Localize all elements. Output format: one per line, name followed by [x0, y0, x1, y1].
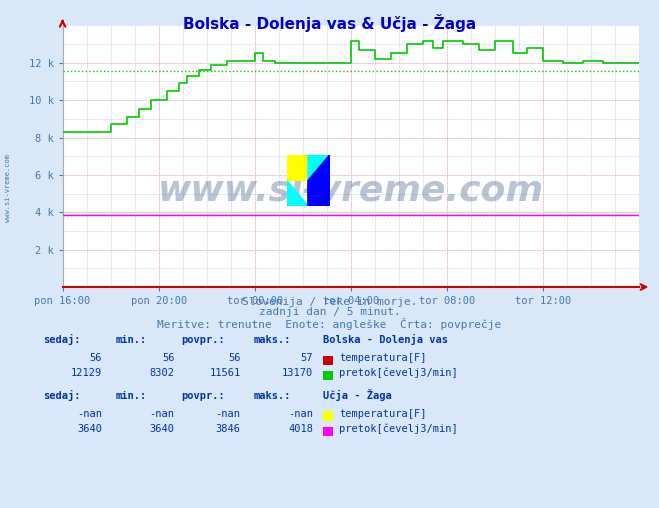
Text: www.si-vreme.com: www.si-vreme.com: [5, 154, 11, 222]
Text: 3846: 3846: [215, 424, 241, 434]
Text: 12129: 12129: [71, 368, 102, 378]
Text: 3640: 3640: [150, 424, 175, 434]
Text: Bolska - Dolenja vas: Bolska - Dolenja vas: [323, 334, 448, 345]
Text: -nan: -nan: [150, 408, 175, 419]
Text: Bolska - Dolenja vas & Učja - Žaga: Bolska - Dolenja vas & Učja - Žaga: [183, 14, 476, 32]
Text: sedaj:: sedaj:: [43, 334, 80, 345]
Text: 56: 56: [90, 353, 102, 363]
Text: -nan: -nan: [77, 408, 102, 419]
Text: 8302: 8302: [150, 368, 175, 378]
Text: Meritve: trenutne  Enote: angleške  Črta: povprečje: Meritve: trenutne Enote: angleške Črta: …: [158, 318, 501, 330]
Text: povpr.:: povpr.:: [181, 391, 225, 401]
Text: temperatura[F]: temperatura[F]: [339, 408, 427, 419]
Text: min.:: min.:: [115, 335, 146, 345]
Text: sedaj:: sedaj:: [43, 390, 80, 401]
Text: -nan: -nan: [288, 408, 313, 419]
Text: 3640: 3640: [77, 424, 102, 434]
Text: -nan: -nan: [215, 408, 241, 419]
Text: pretok[čevelj3/min]: pretok[čevelj3/min]: [339, 423, 458, 434]
Polygon shape: [308, 180, 330, 206]
Text: 56: 56: [162, 353, 175, 363]
Text: 11561: 11561: [210, 368, 241, 378]
Text: 4018: 4018: [288, 424, 313, 434]
Text: Slovenija / reke in morje.: Slovenija / reke in morje.: [242, 297, 417, 307]
Polygon shape: [308, 155, 330, 180]
Text: min.:: min.:: [115, 391, 146, 401]
Text: pretok[čevelj3/min]: pretok[čevelj3/min]: [339, 367, 458, 378]
Text: 13170: 13170: [282, 368, 313, 378]
Text: 57: 57: [301, 353, 313, 363]
Text: zadnji dan / 5 minut.: zadnji dan / 5 minut.: [258, 307, 401, 318]
Text: Učja - Žaga: Učja - Žaga: [323, 389, 391, 401]
Text: www.si-vreme.com: www.si-vreme.com: [158, 173, 544, 207]
Polygon shape: [287, 180, 308, 206]
Text: 56: 56: [228, 353, 241, 363]
Text: temperatura[F]: temperatura[F]: [339, 353, 427, 363]
Text: povpr.:: povpr.:: [181, 335, 225, 345]
Polygon shape: [308, 155, 330, 206]
Polygon shape: [287, 155, 308, 180]
Polygon shape: [287, 155, 308, 180]
Text: maks.:: maks.:: [254, 335, 291, 345]
Text: maks.:: maks.:: [254, 391, 291, 401]
